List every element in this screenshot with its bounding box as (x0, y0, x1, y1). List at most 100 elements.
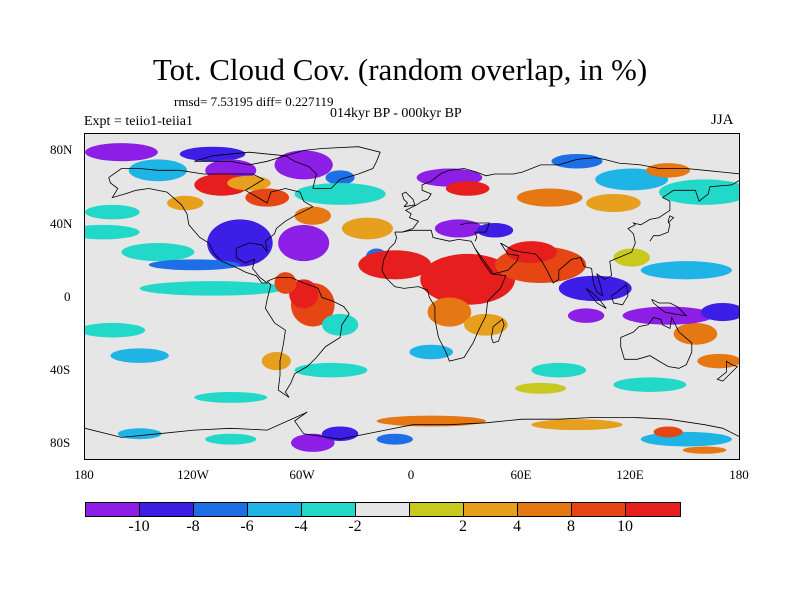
anomaly-field (85, 143, 739, 454)
anomaly-patch (261, 352, 291, 371)
anomaly-patch (640, 261, 732, 280)
anomaly-patch (148, 259, 240, 271)
anomaly-patch (434, 219, 483, 238)
colorbar-box (626, 503, 680, 516)
anomaly-patch (85, 143, 158, 162)
anomaly-patch (427, 297, 472, 327)
lon-label-0: 0 (407, 467, 415, 482)
coastline (474, 180, 739, 297)
anomaly-patch (278, 224, 330, 262)
anomaly-patch (613, 377, 687, 392)
anomaly-patch (341, 217, 393, 240)
anomaly-patch (167, 195, 204, 211)
coastline (401, 191, 416, 208)
anomaly-patch (227, 175, 271, 191)
coastline (108, 168, 314, 284)
coastline (284, 146, 381, 189)
lon-label-120e: 120E (616, 467, 644, 482)
colorbar-label: -10 (128, 518, 150, 535)
colorbar-box (356, 503, 410, 516)
anomaly-patch (289, 279, 319, 309)
colorbar-label: 4 (513, 518, 521, 535)
anomaly-patch (567, 308, 605, 323)
anomaly-patch (321, 313, 359, 336)
colorbar-label: -6 (240, 518, 254, 535)
anomaly-patch (294, 206, 331, 225)
lon-label-180w: 180 (74, 467, 94, 482)
anomaly-patch (515, 382, 567, 394)
lon-label-180e: 180 (729, 467, 749, 482)
coastline (194, 151, 286, 166)
anomaly-patch (682, 446, 727, 454)
season-label: JJA (711, 112, 734, 128)
anomaly-patch (294, 183, 386, 205)
anomaly-patch (207, 219, 273, 267)
coastline (649, 215, 675, 242)
coastline (394, 157, 739, 233)
coastline (490, 318, 505, 344)
anomaly-patch (139, 281, 286, 296)
anomaly-patch (586, 193, 641, 213)
anomaly-patch (531, 362, 587, 378)
anomaly-patch (194, 391, 268, 403)
lat-label-40s: 40S (50, 362, 71, 377)
coastline (585, 288, 607, 309)
anomaly-patch (179, 146, 246, 162)
anomaly-patch (274, 272, 297, 294)
anomaly-patch (290, 433, 335, 452)
anomaly-patch (85, 224, 140, 240)
anomaly-patch (697, 353, 739, 369)
coastline (381, 229, 507, 362)
coastline (264, 277, 350, 398)
coastline (651, 298, 688, 317)
colorbar-label: -2 (348, 518, 362, 535)
anomaly-patch (476, 223, 514, 238)
colorbar (85, 502, 681, 517)
map-svg (85, 134, 739, 459)
chart-title: Tot. Cloud Cov. (random overlap, in %) (152, 52, 648, 87)
lon-label-60w: 60W (289, 467, 315, 482)
anomaly-patch (245, 188, 290, 207)
coastlines (85, 146, 739, 440)
anomaly-patch (325, 170, 355, 185)
map-plot (84, 133, 740, 460)
anomaly-patch (294, 362, 368, 378)
colorbar-box (140, 503, 194, 516)
colorbar-label: 10 (617, 518, 633, 535)
colorbar-box (518, 503, 572, 516)
lon-label-60e: 60E (510, 467, 532, 482)
anomaly-patch (640, 431, 732, 447)
anomaly-patch (110, 348, 169, 363)
anomaly-patch (85, 322, 146, 338)
anomaly-patch (85, 204, 140, 220)
colorbar-label: 2 (459, 518, 467, 535)
anomaly-patch (205, 433, 257, 445)
anomaly-patch (516, 188, 583, 207)
colorbar-box (410, 503, 464, 516)
anomaly-patch (505, 241, 557, 263)
lat-label-80s: 80S (50, 435, 71, 450)
colorbar-label: 8 (567, 518, 575, 535)
colorbar-label: -8 (186, 518, 200, 535)
anomaly-patch (376, 433, 413, 445)
lon-label-120w: 120W (177, 467, 209, 482)
coastline (460, 222, 491, 242)
lat-label-40n: 40N (50, 216, 73, 231)
colorbar-box (248, 503, 302, 516)
anomaly-patch (531, 419, 623, 431)
stats-label: rmsd= 7.53195 diff= 0.227119 (174, 94, 334, 109)
anomaly-patch (673, 322, 718, 345)
lat-label-80n: 80N (50, 142, 73, 157)
anomaly-patch (653, 426, 683, 438)
colorbar-box (464, 503, 518, 516)
colorbar-box (86, 503, 140, 516)
anomaly-patch (551, 153, 603, 169)
coastline (620, 316, 693, 369)
anomaly-patch (646, 163, 690, 178)
anomaly-patch (700, 302, 739, 322)
experiment-label: Expt = teiio1-teiia1 (84, 114, 193, 129)
anomaly-patch (420, 253, 516, 305)
coastline (85, 411, 739, 440)
coastline (611, 284, 629, 306)
anomaly-patch (613, 248, 650, 267)
